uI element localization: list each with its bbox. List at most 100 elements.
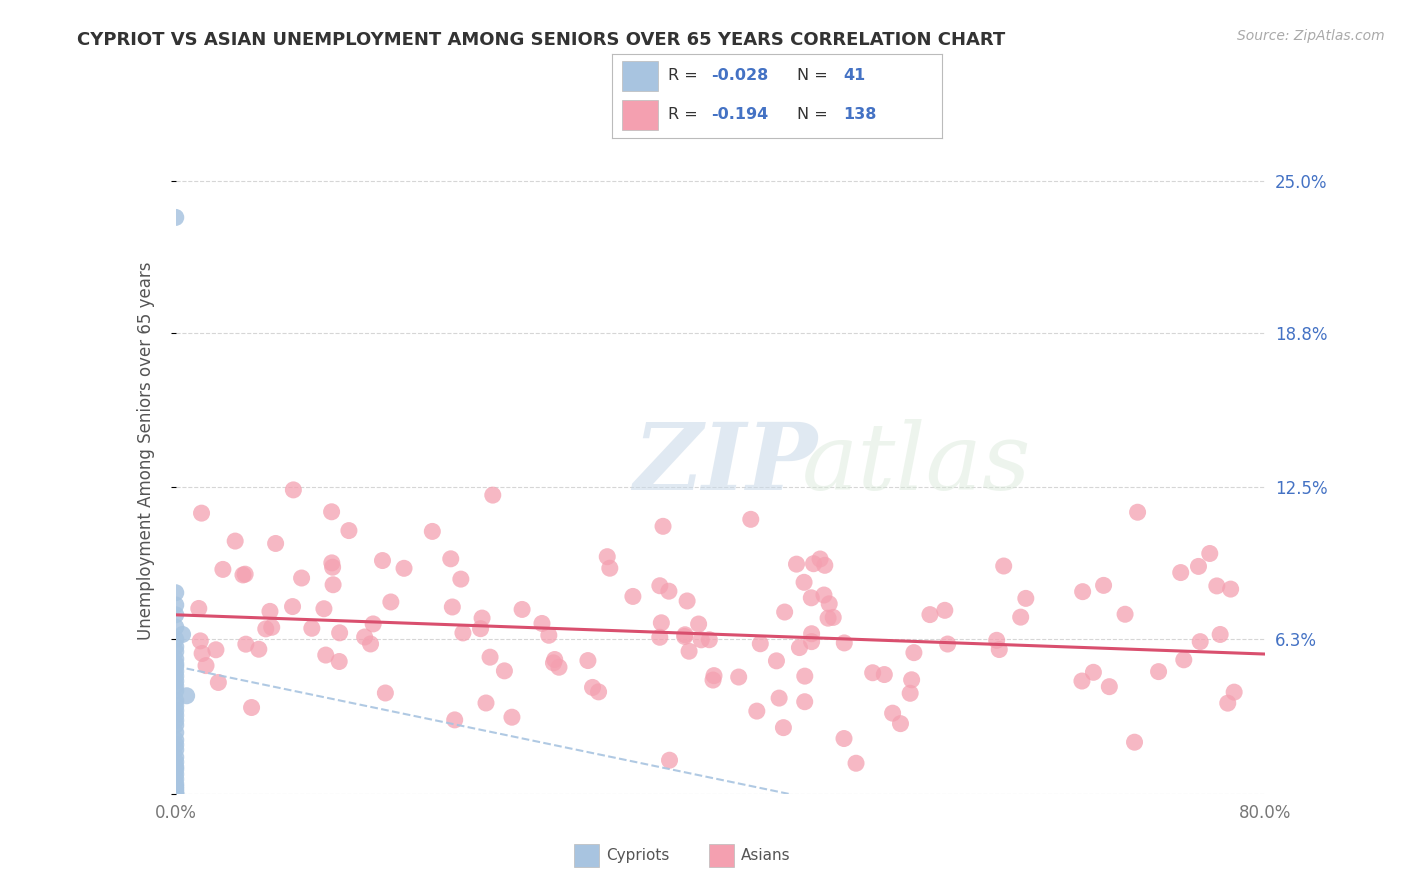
Point xyxy=(789,640,811,655)
Point xyxy=(1216,696,1239,710)
Point xyxy=(772,721,794,735)
Point xyxy=(1010,610,1032,624)
Point xyxy=(247,642,270,657)
Point xyxy=(793,669,815,683)
Point xyxy=(673,630,696,644)
Point xyxy=(259,604,281,618)
Point xyxy=(993,559,1015,574)
Point xyxy=(596,549,619,564)
Point xyxy=(380,595,402,609)
Point xyxy=(749,637,772,651)
Point xyxy=(195,658,218,673)
Point xyxy=(165,664,187,679)
Point xyxy=(224,534,246,549)
Point xyxy=(371,553,394,567)
Point xyxy=(918,607,941,622)
Point xyxy=(176,689,198,703)
Point xyxy=(1083,665,1105,680)
Point xyxy=(190,506,212,520)
Point xyxy=(813,588,835,602)
Point xyxy=(165,787,187,801)
Point xyxy=(337,524,360,538)
Point xyxy=(658,753,681,767)
Point xyxy=(1187,559,1209,574)
Point xyxy=(727,670,749,684)
Point xyxy=(832,731,855,746)
Point xyxy=(688,617,710,632)
Point xyxy=(800,591,823,605)
Text: Asians: Asians xyxy=(741,848,790,863)
Point xyxy=(882,706,904,721)
Point xyxy=(1198,546,1220,561)
Point xyxy=(1205,579,1227,593)
Point xyxy=(800,626,823,640)
Text: R =: R = xyxy=(668,107,703,122)
Text: CYPRIOT VS ASIAN UNEMPLOYMENT AMONG SENIORS OVER 65 YEARS CORRELATION CHART: CYPRIOT VS ASIAN UNEMPLOYMENT AMONG SENI… xyxy=(77,31,1005,49)
Point xyxy=(1189,634,1212,648)
Point xyxy=(808,552,831,566)
Point xyxy=(702,673,724,687)
Point xyxy=(165,657,187,671)
Point xyxy=(321,556,343,570)
Point xyxy=(745,704,768,718)
Point xyxy=(451,626,474,640)
Text: R =: R = xyxy=(668,68,703,83)
Text: atlas: atlas xyxy=(803,419,1032,509)
Point xyxy=(188,633,211,648)
Point xyxy=(301,621,323,635)
FancyBboxPatch shape xyxy=(621,100,658,130)
Point xyxy=(165,703,187,717)
Point xyxy=(172,627,194,641)
Point xyxy=(936,637,959,651)
Text: 41: 41 xyxy=(844,68,865,83)
Point xyxy=(648,579,671,593)
Point xyxy=(765,654,787,668)
Point xyxy=(240,700,263,714)
Point xyxy=(165,733,187,747)
Point xyxy=(889,716,911,731)
Point xyxy=(165,784,187,798)
Point xyxy=(165,738,187,752)
Point xyxy=(817,611,839,625)
Point xyxy=(900,673,922,687)
Point xyxy=(312,601,335,615)
Point xyxy=(165,787,187,801)
Point xyxy=(165,674,187,689)
Point xyxy=(392,561,415,575)
Point xyxy=(470,622,492,636)
Point xyxy=(690,632,713,647)
Point xyxy=(322,560,344,574)
Point xyxy=(361,616,384,631)
Point xyxy=(283,483,305,497)
Point xyxy=(233,567,256,582)
Point xyxy=(530,616,553,631)
Point xyxy=(264,536,287,550)
Point xyxy=(165,750,187,764)
Point xyxy=(581,681,603,695)
Point xyxy=(329,625,352,640)
Point xyxy=(676,594,699,608)
Text: N =: N = xyxy=(797,68,832,83)
Point xyxy=(873,667,896,681)
Text: Cypriots: Cypriots xyxy=(606,848,669,863)
Point xyxy=(543,656,565,670)
Point xyxy=(1015,591,1038,606)
Text: Source: ZipAtlas.com: Source: ZipAtlas.com xyxy=(1237,29,1385,43)
Point xyxy=(322,578,344,592)
Point xyxy=(165,755,187,769)
Point xyxy=(588,685,610,699)
Point xyxy=(165,762,187,776)
Point xyxy=(165,708,187,723)
Point xyxy=(1123,735,1146,749)
Point xyxy=(471,611,494,625)
Point xyxy=(986,633,1008,648)
Point xyxy=(576,654,599,668)
Bar xyxy=(574,844,599,867)
Point xyxy=(510,602,533,616)
Point xyxy=(1071,584,1094,599)
Point xyxy=(823,610,845,624)
Point xyxy=(793,575,815,590)
Point xyxy=(832,636,855,650)
Point xyxy=(479,650,502,665)
Point xyxy=(1209,627,1232,641)
